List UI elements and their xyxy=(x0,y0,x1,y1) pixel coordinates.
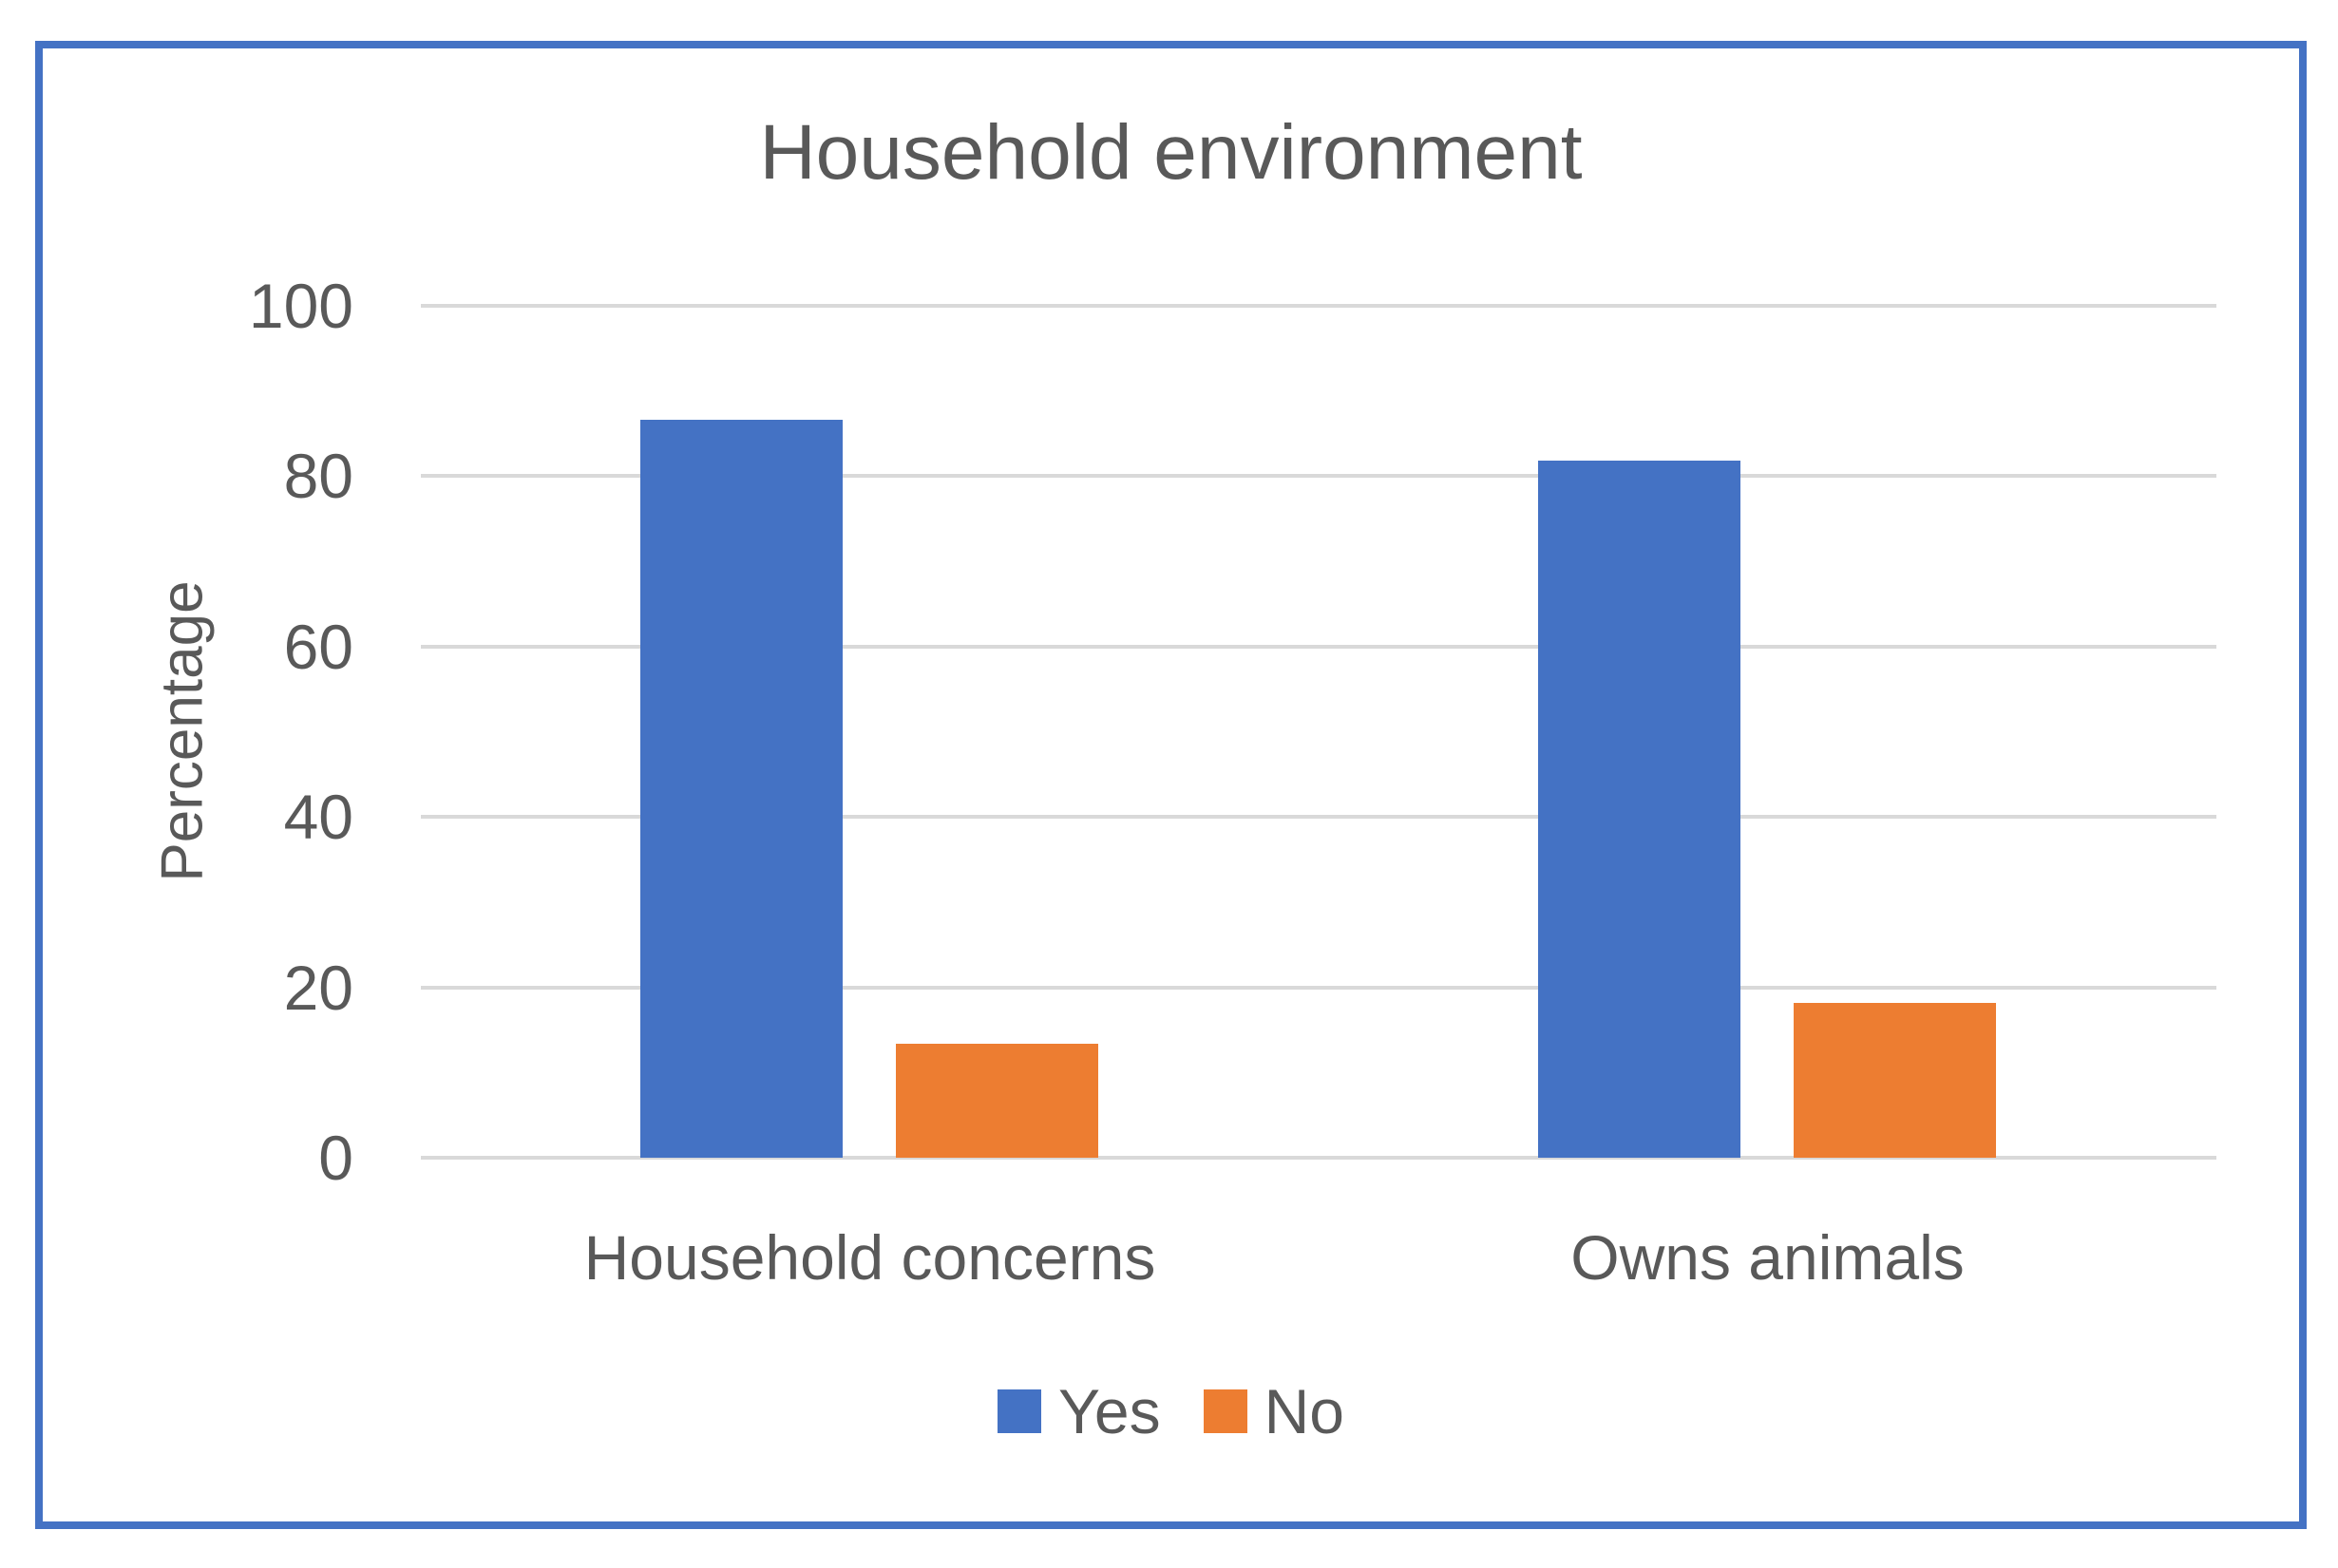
bar-yes xyxy=(640,420,843,1158)
plot-area xyxy=(421,304,2216,1160)
bar-group xyxy=(421,306,1319,1158)
x-category-label: Household concerns xyxy=(583,1222,1156,1293)
y-tick-label: 40 xyxy=(283,782,353,853)
bar-yes xyxy=(1538,461,1740,1158)
legend-item-yes: Yes xyxy=(997,1373,1161,1449)
y-tick-label: 60 xyxy=(283,611,353,682)
legend-swatch-icon xyxy=(997,1389,1041,1433)
gridline xyxy=(421,985,2216,990)
y-tick-label: 20 xyxy=(283,952,353,1023)
y-tick-label: 80 xyxy=(283,441,353,512)
chart-title: Household environment xyxy=(759,109,1583,196)
legend-label: No xyxy=(1264,1376,1345,1446)
y-tick-label: 0 xyxy=(318,1123,353,1193)
gridline xyxy=(421,815,2216,820)
gridline xyxy=(421,474,2216,479)
gridline xyxy=(421,304,2216,308)
gridline xyxy=(421,1156,2216,1160)
y-tick-label: 100 xyxy=(248,271,353,341)
legend-item-no: No xyxy=(1203,1373,1345,1449)
bar-no xyxy=(896,1043,1098,1158)
bar-no xyxy=(1794,1002,1996,1158)
legend-swatch-icon xyxy=(1203,1389,1247,1433)
legend-label: Yes xyxy=(1057,1376,1161,1446)
gridline xyxy=(421,644,2216,649)
x-category-label: Owns animals xyxy=(1570,1222,1965,1293)
bar-group xyxy=(1319,306,2216,1158)
legend: Yes No xyxy=(43,1373,2299,1449)
chart-frame: Household environment Percentage 0 20 40 60… xyxy=(35,41,2307,1529)
